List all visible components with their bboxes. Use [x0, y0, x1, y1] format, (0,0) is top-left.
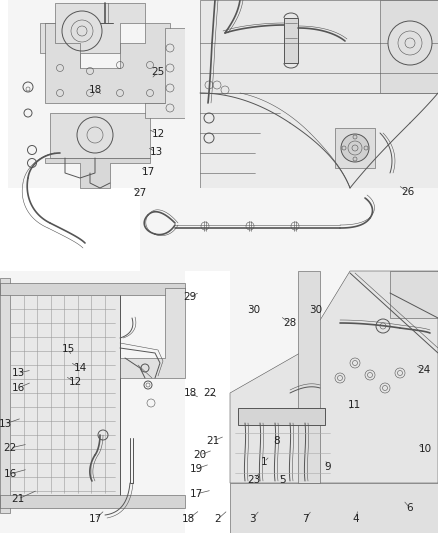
Text: 17: 17 — [189, 489, 203, 499]
Polygon shape — [0, 271, 185, 533]
Text: 10: 10 — [418, 444, 431, 454]
Text: 3: 3 — [249, 514, 255, 524]
Text: 7: 7 — [302, 514, 308, 524]
Text: 13: 13 — [11, 368, 25, 378]
Text: 28: 28 — [283, 318, 297, 328]
Text: 30: 30 — [309, 305, 322, 315]
Polygon shape — [380, 0, 438, 93]
Text: 6: 6 — [407, 503, 413, 513]
Polygon shape — [8, 0, 190, 188]
Text: 30: 30 — [247, 305, 261, 315]
Text: 15: 15 — [61, 344, 74, 354]
Polygon shape — [298, 271, 320, 483]
Text: 9: 9 — [325, 462, 331, 472]
Text: 27: 27 — [134, 188, 147, 198]
Text: 24: 24 — [417, 365, 431, 375]
Text: 29: 29 — [184, 292, 197, 302]
Polygon shape — [40, 3, 145, 73]
Text: 14: 14 — [74, 363, 87, 373]
Text: 2: 2 — [215, 514, 221, 524]
Circle shape — [388, 21, 432, 65]
Polygon shape — [185, 0, 438, 213]
Polygon shape — [238, 408, 325, 425]
Circle shape — [341, 134, 369, 162]
Text: 21: 21 — [206, 436, 219, 446]
Polygon shape — [145, 28, 185, 118]
Text: 17: 17 — [88, 514, 102, 524]
Polygon shape — [45, 23, 170, 103]
Polygon shape — [5, 288, 120, 498]
Polygon shape — [50, 113, 150, 158]
Polygon shape — [0, 278, 10, 513]
Polygon shape — [0, 283, 185, 295]
Text: 18: 18 — [181, 514, 194, 524]
Text: 11: 11 — [347, 400, 360, 410]
Text: 20: 20 — [194, 450, 207, 460]
Polygon shape — [200, 93, 438, 188]
Text: 18: 18 — [88, 85, 102, 95]
Text: 13: 13 — [149, 147, 162, 157]
Text: 18: 18 — [184, 388, 197, 398]
Polygon shape — [0, 495, 185, 508]
Polygon shape — [120, 288, 185, 378]
Polygon shape — [335, 128, 375, 168]
Text: 8: 8 — [274, 436, 280, 446]
Polygon shape — [284, 18, 298, 63]
Text: 16: 16 — [11, 383, 25, 393]
Text: 12: 12 — [68, 377, 81, 387]
Polygon shape — [230, 483, 438, 533]
Text: 13: 13 — [0, 419, 12, 429]
Text: 17: 17 — [141, 167, 155, 177]
Text: 25: 25 — [152, 67, 165, 77]
Text: 21: 21 — [11, 494, 25, 504]
Text: 1: 1 — [261, 457, 267, 467]
Polygon shape — [140, 188, 438, 271]
Text: 16: 16 — [4, 469, 17, 479]
Text: 22: 22 — [203, 388, 217, 398]
Polygon shape — [200, 0, 438, 93]
Text: 12: 12 — [152, 129, 165, 139]
Text: 26: 26 — [401, 187, 415, 197]
Text: 5: 5 — [279, 475, 285, 485]
Text: 23: 23 — [247, 475, 261, 485]
Polygon shape — [230, 271, 438, 483]
Polygon shape — [390, 271, 438, 318]
Text: 19: 19 — [189, 464, 203, 474]
Polygon shape — [45, 158, 150, 188]
Text: 22: 22 — [4, 443, 17, 453]
Polygon shape — [230, 271, 438, 533]
Text: 4: 4 — [353, 514, 359, 524]
